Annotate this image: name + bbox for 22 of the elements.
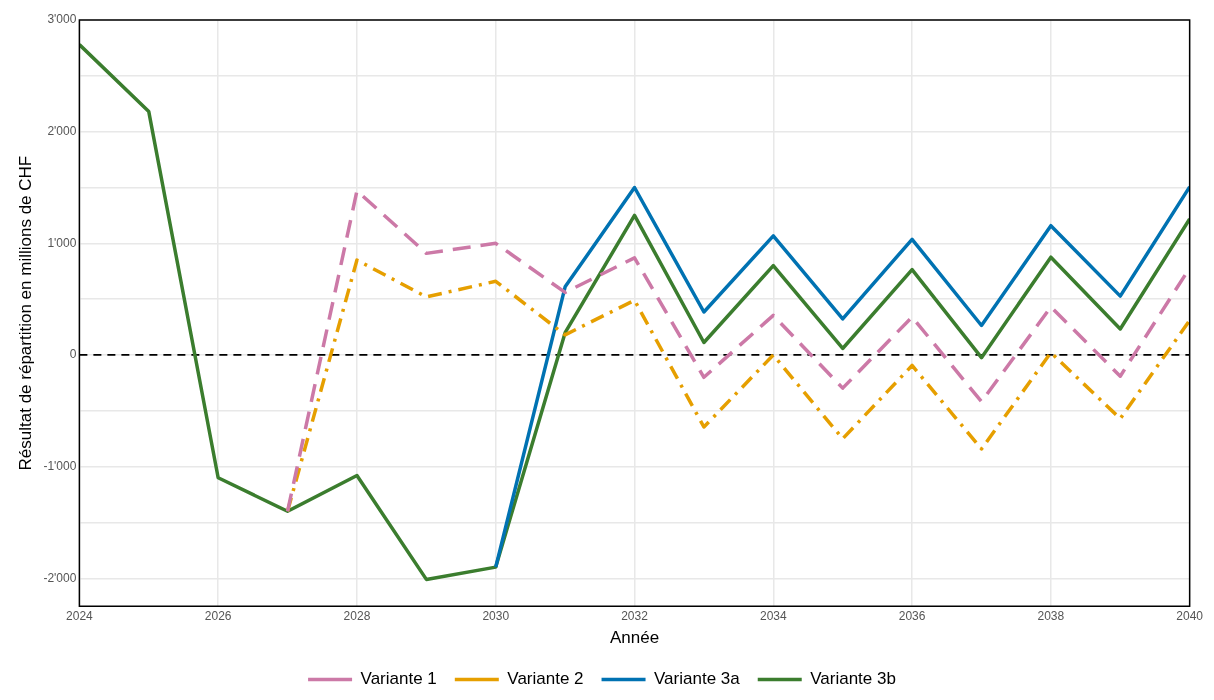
y-tick-label: 0 xyxy=(69,347,77,362)
x-tick-label: 2028 xyxy=(343,608,371,623)
legend-label: Variante 1 xyxy=(360,669,437,689)
line-series xyxy=(285,258,1190,514)
y-tick-label: 1'000 xyxy=(47,235,77,250)
y-tick-label: 3'000 xyxy=(47,12,77,27)
x-tick-label: 2032 xyxy=(621,608,649,623)
x-tick-label: 2026 xyxy=(204,608,232,623)
y-tick-label: 2'000 xyxy=(47,123,77,138)
x-tick-label: 2038 xyxy=(1037,608,1065,623)
x-tick-label: 2034 xyxy=(759,608,787,623)
legend-label: Variante 3b xyxy=(810,669,896,689)
y-axis-title: Résultat de répartition en millions de CHF xyxy=(15,155,35,471)
legend-label: Variante 3a xyxy=(654,669,741,689)
x-axis-title: Année xyxy=(609,628,660,648)
y-tick-label: -2'000 xyxy=(43,570,77,585)
x-tick-label: 2024 xyxy=(66,608,94,623)
legend-label: Variante 2 xyxy=(507,669,584,689)
y-tick-label: -1'000 xyxy=(43,458,77,473)
x-tick-label: 2030 xyxy=(482,608,510,623)
x-tick-label: 2040 xyxy=(1176,608,1204,623)
x-tick-label: 2036 xyxy=(898,608,926,623)
